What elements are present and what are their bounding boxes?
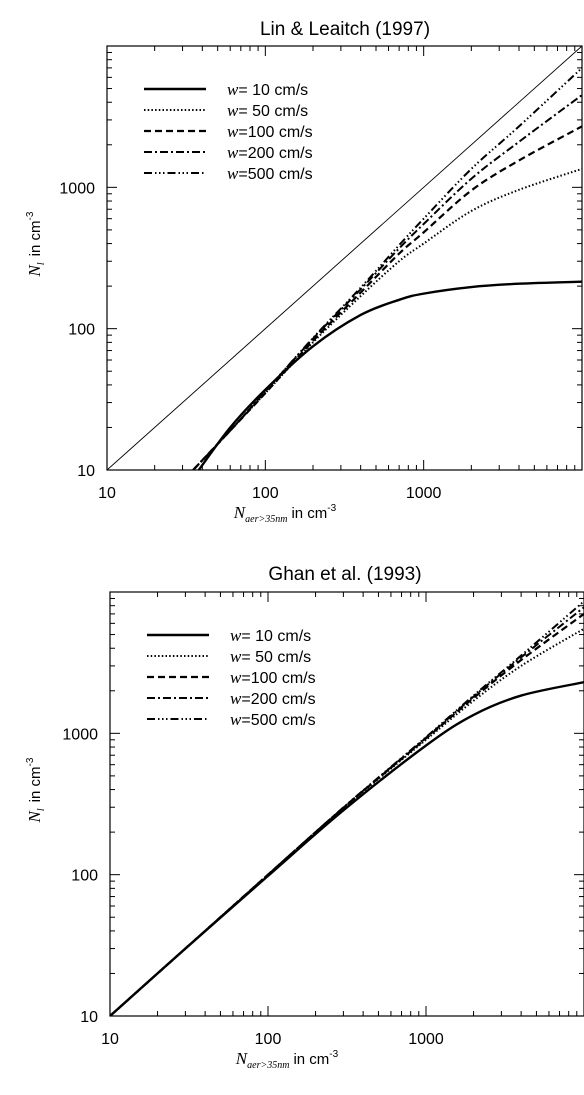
y-axis-label: Nlin cm-3 bbox=[25, 757, 47, 823]
series-line-w200 bbox=[110, 606, 584, 1016]
chart-title: Lin & Leaitch (1997) bbox=[260, 19, 430, 40]
legend-label: w=500 cm/s bbox=[227, 164, 313, 183]
legend: w= 10 cm/s w= 50 cm/s w=100 cm/s w=200 cm/s… bbox=[144, 80, 313, 183]
legend-label: w=100 cm/s bbox=[230, 668, 316, 687]
series-line-w500 bbox=[192, 67, 582, 470]
one-to-one-line bbox=[107, 46, 582, 470]
legend-label: w= 10 cm/s bbox=[227, 80, 308, 99]
axis-ticks bbox=[106, 46, 582, 471]
series-line-w200 bbox=[192, 94, 582, 470]
panel-lin-leaitch: Lin & Leaitch (1997) 10 100 1000 10 100 1000 N… bbox=[25, 19, 583, 525]
x-tick-label: 100 bbox=[255, 1031, 282, 1048]
legend-label: w= 10 cm/s bbox=[230, 626, 311, 645]
plot-area bbox=[110, 600, 584, 1016]
plot-frame bbox=[106, 45, 583, 471]
series-line-w50 bbox=[192, 167, 582, 470]
series-line-w100 bbox=[110, 613, 584, 1016]
legend-label: w=100 cm/s bbox=[227, 122, 313, 141]
x-axis-label: Naer>35nm in cm-3 bbox=[233, 503, 337, 525]
y-axis-label: Nlin cm-3 bbox=[25, 211, 47, 277]
legend-label: w=200 cm/s bbox=[230, 689, 316, 708]
y-tick-label: 100 bbox=[68, 322, 95, 339]
legend-label: w=200 cm/s bbox=[227, 143, 313, 162]
y-tick-label: 100 bbox=[71, 868, 98, 885]
x-axis-label: Naer>35nm in cm-3 bbox=[235, 1049, 339, 1071]
y-tick-label: 10 bbox=[77, 463, 95, 480]
panel-ghan: Ghan et al. (1993) 10 100 1000 10 100 1000 Nae… bbox=[25, 564, 584, 1071]
x-tick-label: 10 bbox=[101, 1031, 119, 1048]
series-line-w10 bbox=[197, 280, 582, 470]
chart-title: Ghan et al. (1993) bbox=[268, 564, 421, 585]
x-tick-label: 10 bbox=[98, 485, 116, 502]
legend-label: w= 50 cm/s bbox=[230, 647, 311, 666]
plot-area bbox=[107, 46, 582, 470]
series-line-w500 bbox=[110, 600, 584, 1016]
legend-label: w=500 cm/s bbox=[230, 710, 316, 729]
x-tick-label: 1000 bbox=[406, 485, 442, 502]
series-line-w10 bbox=[110, 681, 584, 1016]
y-tick-label: 1000 bbox=[62, 726, 98, 743]
y-tick-label: 10 bbox=[80, 1009, 98, 1026]
x-tick-label: 100 bbox=[252, 485, 279, 502]
series-line-w50 bbox=[110, 627, 584, 1016]
plot-frame bbox=[109, 591, 584, 1017]
legend: w= 10 cm/s w= 50 cm/s w=100 cm/s w=200 cm/s… bbox=[147, 626, 316, 729]
y-tick-label: 1000 bbox=[59, 180, 95, 197]
x-tick-label: 1000 bbox=[408, 1031, 444, 1048]
legend-label: w= 50 cm/s bbox=[227, 101, 308, 120]
